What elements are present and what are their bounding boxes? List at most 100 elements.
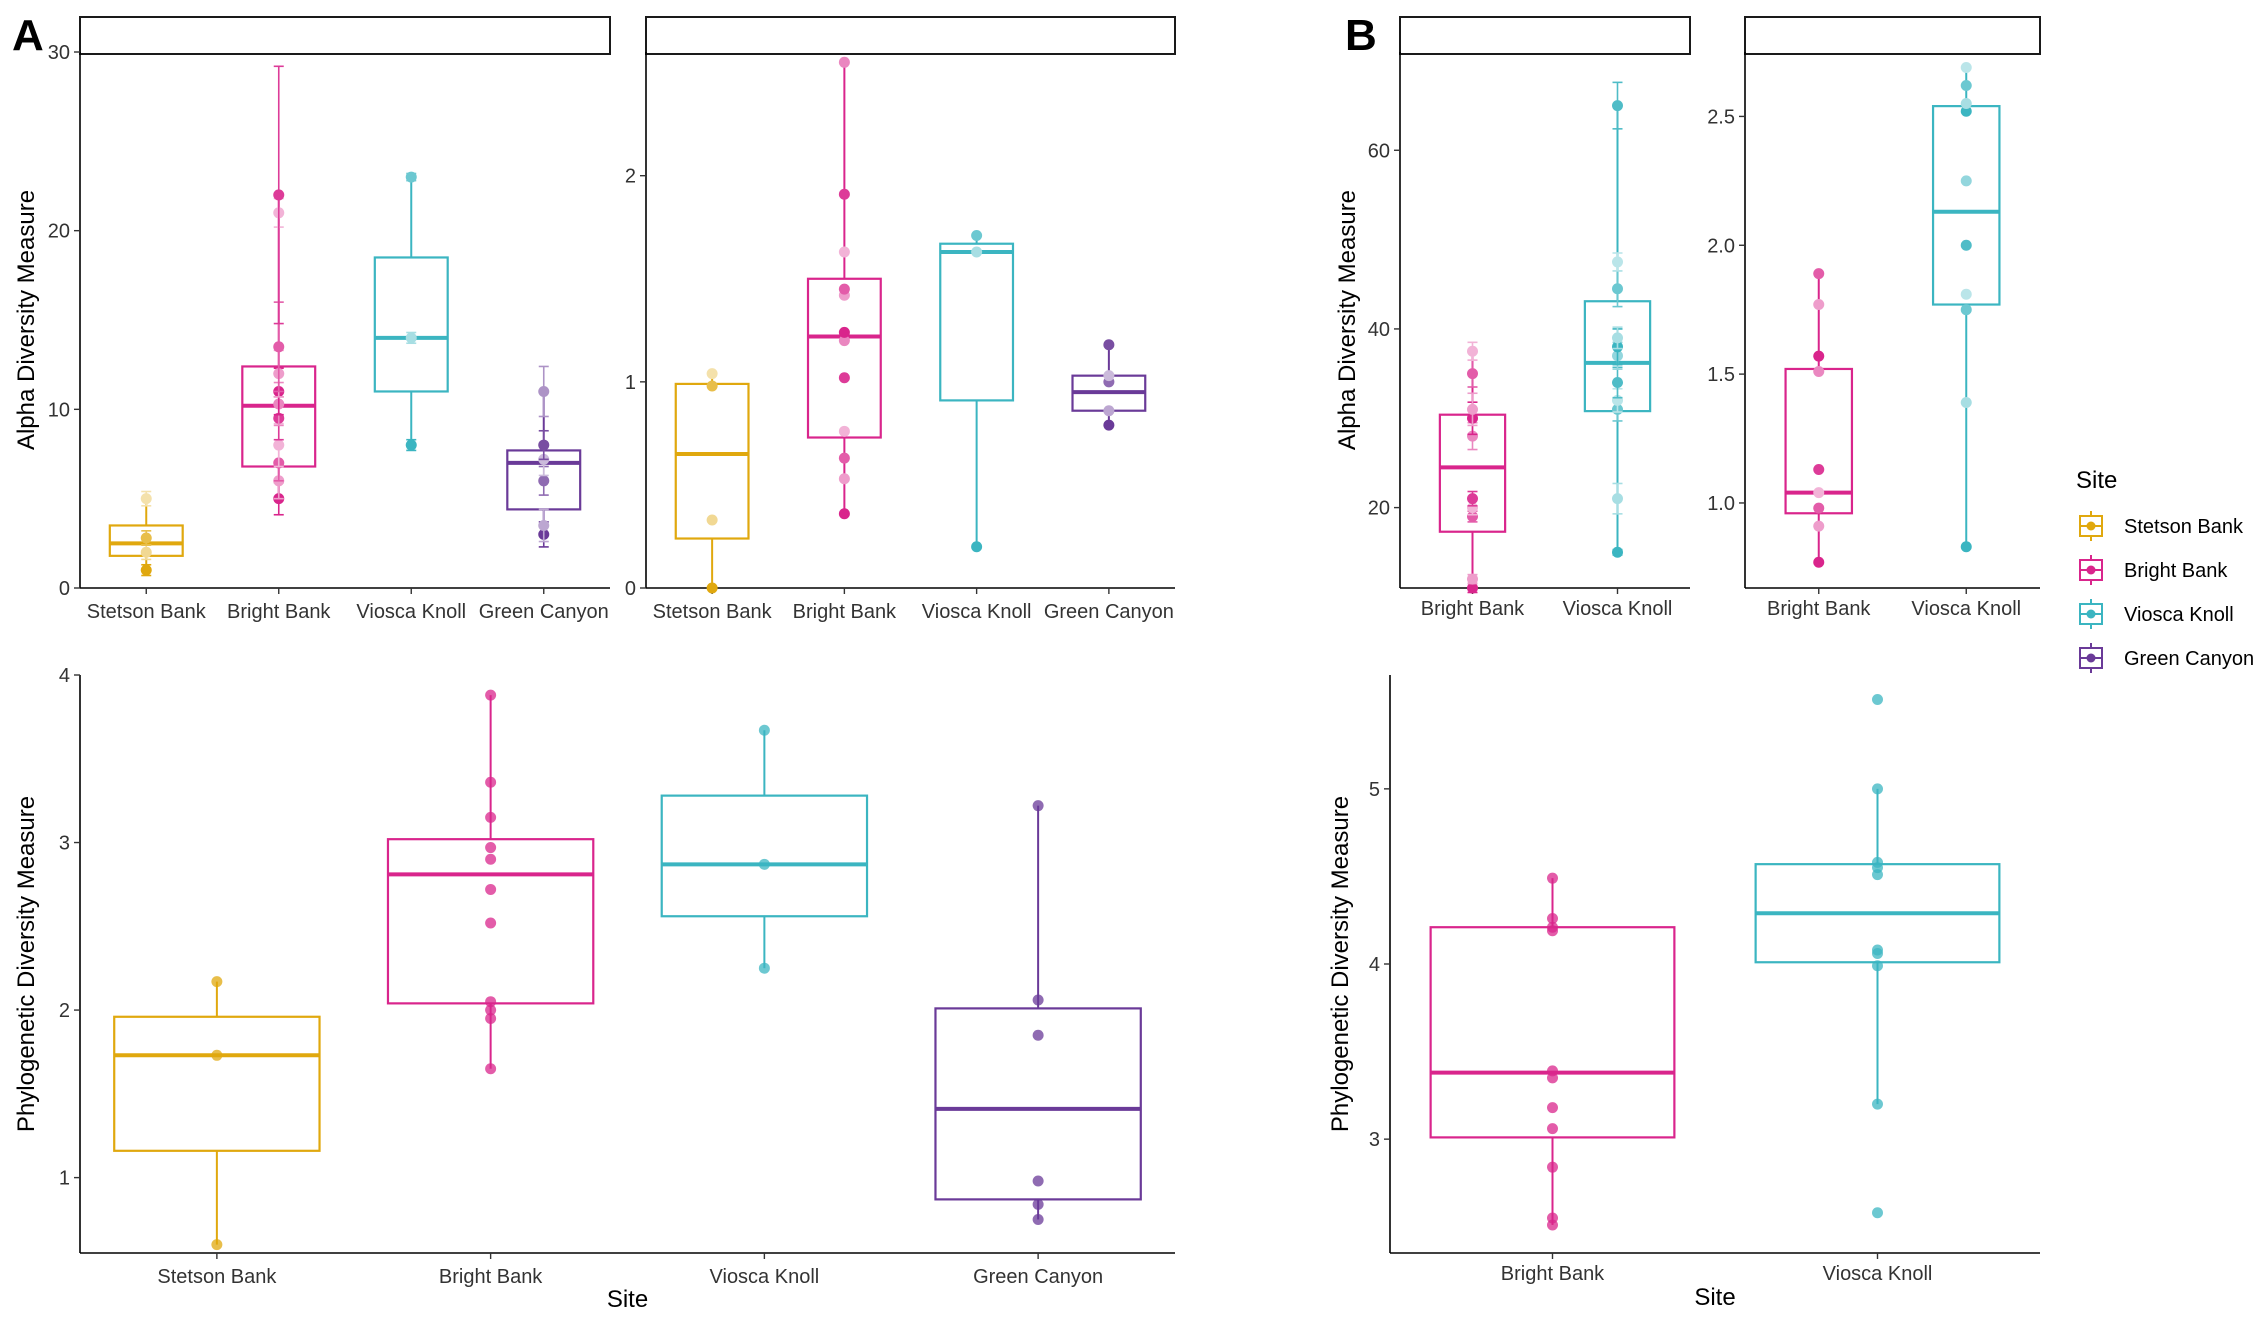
panel-label-a: A [12, 11, 44, 60]
box-iqr [939, 242, 1015, 402]
data-point [485, 1012, 497, 1024]
y-tick-label: 20 [48, 221, 70, 243]
y-tick-label: 0 [59, 578, 70, 600]
box-iqr [113, 1015, 321, 1152]
data-point [838, 335, 850, 347]
y-tick-label: 60 [1368, 140, 1390, 162]
x-tick-label: Green Canyon [1044, 601, 1174, 623]
data-point [1872, 1207, 1883, 1219]
y-tick-label: 5 [1369, 779, 1380, 801]
x-axis-label: Site [607, 1286, 648, 1313]
data-point [485, 689, 497, 701]
facet-strip-B-chao1 [1399, 16, 1691, 55]
data-point [971, 541, 983, 553]
data-point [1960, 80, 1972, 91]
data-point [405, 171, 417, 183]
y-tick-label: 4 [59, 665, 70, 687]
data-point [140, 546, 152, 558]
chart-B-pd: 3 4 5 Bright Bank Viosca Knoll Phylogenetic D… [1327, 675, 2040, 1311]
data-point [485, 853, 497, 865]
data-point [838, 188, 850, 200]
x-tick-label: Green Canyon [479, 601, 609, 623]
data-point [838, 508, 850, 520]
legend-item-green-canyon: Green Canyon [2079, 643, 2254, 673]
data-point [1032, 994, 1044, 1006]
data-point [706, 380, 718, 392]
data-point [1960, 396, 1972, 408]
data-point [1872, 783, 1883, 795]
data-point [273, 439, 285, 451]
legend-item-bright-bank: Bright Bank [2079, 555, 2228, 585]
data-point [1467, 502, 1478, 514]
data-point [1960, 98, 1972, 110]
data-point [485, 842, 497, 854]
x-tick-label: Bright Bank [227, 601, 331, 623]
facet-strip-A-chao1 [79, 16, 611, 55]
data-point [1547, 1065, 1558, 1077]
data-point [1032, 800, 1044, 812]
y-tick-label: 3 [59, 833, 70, 855]
x-tick-label: Viosca Knoll [1823, 1263, 1933, 1285]
data-point [838, 246, 850, 258]
data-point [1813, 350, 1825, 362]
box-bright-bank [386, 689, 595, 1075]
y-axis-label: Phylogenetic Diversity Measure [1327, 796, 1354, 1132]
data-point [1612, 283, 1623, 295]
data-point [1813, 520, 1825, 532]
box-viosca-knoll [1583, 81, 1652, 558]
data-point [1813, 502, 1825, 514]
data-point [485, 917, 497, 929]
x-tick-label: Stetson Bank [653, 601, 773, 623]
data-point [1547, 872, 1558, 884]
data-point [1960, 541, 1972, 553]
data-point [405, 439, 417, 451]
data-point [485, 883, 497, 895]
data-point [538, 475, 550, 487]
data-point [1960, 61, 1972, 73]
data-point [1467, 368, 1478, 380]
legend: Site Stetson Bank Bright Bank Viosca Knoll G… [2076, 467, 2254, 673]
box-stetson-bank [113, 976, 321, 1251]
data-point [838, 425, 850, 437]
legend-key-point [2086, 565, 2096, 575]
data-point [706, 514, 718, 526]
box-green-canyon [506, 365, 582, 548]
data-point [140, 564, 152, 576]
data-point [1960, 304, 1972, 316]
data-point [706, 582, 718, 594]
box-stetson-bank [674, 368, 750, 594]
data-point [1547, 921, 1558, 933]
data-point [838, 283, 850, 295]
data-point [758, 724, 770, 736]
data-point [1813, 366, 1825, 378]
data-point [1612, 493, 1623, 505]
data-point [1612, 100, 1623, 112]
x-tick-label: Bright Bank [439, 1266, 543, 1288]
data-point [1032, 1175, 1044, 1187]
data-point [971, 246, 983, 258]
data-point [1612, 546, 1623, 558]
x-tick-label: Bright Bank [793, 601, 897, 623]
legend-label: Stetson Bank [2124, 516, 2244, 538]
data-point [1032, 1029, 1044, 1041]
data-point [538, 519, 550, 531]
data-point [1612, 256, 1623, 268]
data-point [1612, 377, 1623, 389]
box-viosca-knoll [1754, 694, 2001, 1219]
y-tick-label: 2 [625, 166, 636, 188]
y-tick-label: 40 [1368, 319, 1390, 341]
x-tick-label: Green Canyon [973, 1266, 1103, 1288]
y-tick-label: 2.5 [1707, 106, 1735, 128]
y-tick-label: 0 [625, 578, 636, 600]
y-tick-label: 1.0 [1707, 493, 1735, 515]
data-point [758, 858, 770, 870]
chart-B-shannon: 1.0 1.5 2.0 2.5 Bright Bank Viosca Knoll [1707, 16, 2041, 620]
data-point [1960, 288, 1972, 300]
data-point [538, 385, 550, 397]
y-tick-label: 20 [1368, 498, 1390, 520]
box-viosca-knoll [373, 171, 449, 452]
data-point [1467, 582, 1478, 594]
y-axis-label: Alpha Diversity Measure [13, 190, 40, 450]
box-iqr [660, 794, 869, 918]
